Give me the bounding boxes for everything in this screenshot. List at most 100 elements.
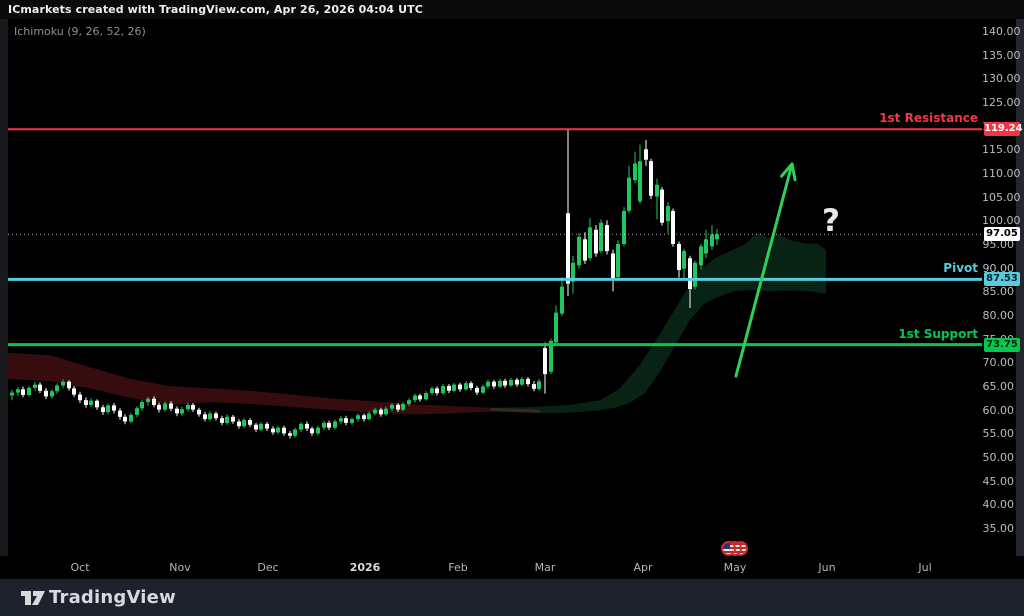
trend-arrow-annotation[interactable] xyxy=(734,162,797,378)
candle xyxy=(276,425,280,435)
candle xyxy=(169,401,173,412)
price-axis-label: 135.00 xyxy=(982,49,1021,62)
candle xyxy=(208,411,212,421)
candle xyxy=(101,404,105,415)
candle xyxy=(293,427,297,438)
candle xyxy=(72,386,76,397)
candle xyxy=(458,382,462,392)
candle xyxy=(611,249,615,292)
candle xyxy=(509,378,513,387)
candle xyxy=(140,400,144,411)
price-chart-canvas[interactable] xyxy=(0,19,1024,579)
candle xyxy=(503,378,507,388)
candle xyxy=(492,379,496,389)
support-line-label[interactable]: 1st Support xyxy=(898,327,978,341)
candle xyxy=(644,139,648,166)
candlestick-series[interactable] xyxy=(10,129,719,439)
candle xyxy=(214,411,218,421)
price-axis-label: 105.00 xyxy=(982,191,1021,204)
candle xyxy=(660,187,664,226)
price-axis-label: 70.00 xyxy=(982,356,1015,369)
candle xyxy=(633,151,637,184)
tradingview-logo-icon[interactable] xyxy=(20,588,46,608)
candle xyxy=(333,419,337,430)
candle xyxy=(305,421,309,431)
time-axis-label: Jul xyxy=(918,561,932,574)
candle xyxy=(310,426,314,436)
candle xyxy=(677,241,681,278)
footer-bar: TradingView xyxy=(0,579,1024,616)
price-axis-label: 50.00 xyxy=(982,451,1015,464)
candle xyxy=(350,417,354,425)
resistance-price-tag: 119.24 xyxy=(984,122,1023,136)
candle xyxy=(693,260,697,290)
time-axis-label: Oct xyxy=(70,561,90,574)
candle xyxy=(481,384,485,394)
time-axis-label: Mar xyxy=(534,561,556,574)
candle xyxy=(21,386,25,398)
left-edge-strip xyxy=(0,19,8,556)
watermark-bar: ICmarkets created with TradingView.com, … xyxy=(0,0,1024,19)
candle xyxy=(413,393,417,403)
candle xyxy=(225,414,229,425)
price-axis-label: 115.00 xyxy=(982,143,1021,156)
candle xyxy=(55,383,59,394)
time-axis[interactable]: Oct Nov Dec 2026 Feb Mar Apr May Jun Jul xyxy=(0,556,1024,579)
price-axis[interactable]: 140.00135.00130.00125.00120.00115.00110.… xyxy=(982,19,1024,556)
candle xyxy=(577,233,581,269)
candle xyxy=(106,403,110,415)
indicator-legend[interactable]: Ichimoku (9, 26, 52, 26) xyxy=(14,25,146,38)
candle xyxy=(112,403,116,414)
candle xyxy=(282,425,286,436)
candle xyxy=(384,406,388,416)
pivot-line-label[interactable]: Pivot xyxy=(943,261,978,275)
watermark-text: ICmarkets created with TradingView.com, … xyxy=(8,3,423,16)
candle xyxy=(89,398,93,408)
price-axis-label: 35.00 xyxy=(982,522,1015,535)
candle xyxy=(259,422,263,432)
price-axis-label: 65.00 xyxy=(982,380,1015,393)
candle xyxy=(475,386,479,395)
candle xyxy=(627,165,631,214)
question-mark-annotation[interactable]: ? xyxy=(822,203,840,239)
candle xyxy=(180,406,184,416)
candle xyxy=(430,386,434,396)
candle xyxy=(38,382,42,394)
candle xyxy=(322,421,326,430)
time-axis-label: 2026 xyxy=(349,561,381,574)
resistance-line-label[interactable]: 1st Resistance xyxy=(879,111,978,125)
price-axis-label: 130.00 xyxy=(982,72,1021,85)
candle xyxy=(583,232,587,264)
last-price-price-tag: 97.05 xyxy=(984,227,1020,241)
candle xyxy=(588,218,592,261)
economic-events-icon[interactable] xyxy=(721,541,749,557)
candle xyxy=(396,403,400,412)
time-axis-label: Dec xyxy=(257,561,279,574)
time-axis-label: May xyxy=(723,561,747,574)
candle xyxy=(135,406,139,418)
candle xyxy=(424,391,428,401)
candle xyxy=(401,402,405,412)
right-edge-scroll-strip[interactable] xyxy=(1016,19,1024,579)
candle xyxy=(671,208,675,247)
price-axis-label: 125.00 xyxy=(982,96,1021,109)
candle xyxy=(435,386,439,396)
candle xyxy=(682,248,686,279)
candle xyxy=(715,228,719,245)
candle xyxy=(237,419,241,429)
price-axis-label: 80.00 xyxy=(982,309,1015,322)
candle xyxy=(271,426,275,435)
candle xyxy=(299,422,303,432)
candle xyxy=(710,225,714,250)
tradingview-brand-text[interactable]: TradingView xyxy=(49,587,176,608)
candle xyxy=(157,402,161,413)
candle xyxy=(78,391,82,403)
price-axis-label: 95.00 xyxy=(982,238,1015,251)
candle xyxy=(520,377,524,386)
candle xyxy=(95,399,99,410)
candle xyxy=(560,277,564,316)
price-axis-label: 90.00 xyxy=(982,262,1015,275)
candle xyxy=(242,418,246,429)
chart-pane[interactable]: Ichimoku (9, 26, 52, 26) 1st Resistance … xyxy=(0,19,1024,579)
candle xyxy=(554,305,558,345)
